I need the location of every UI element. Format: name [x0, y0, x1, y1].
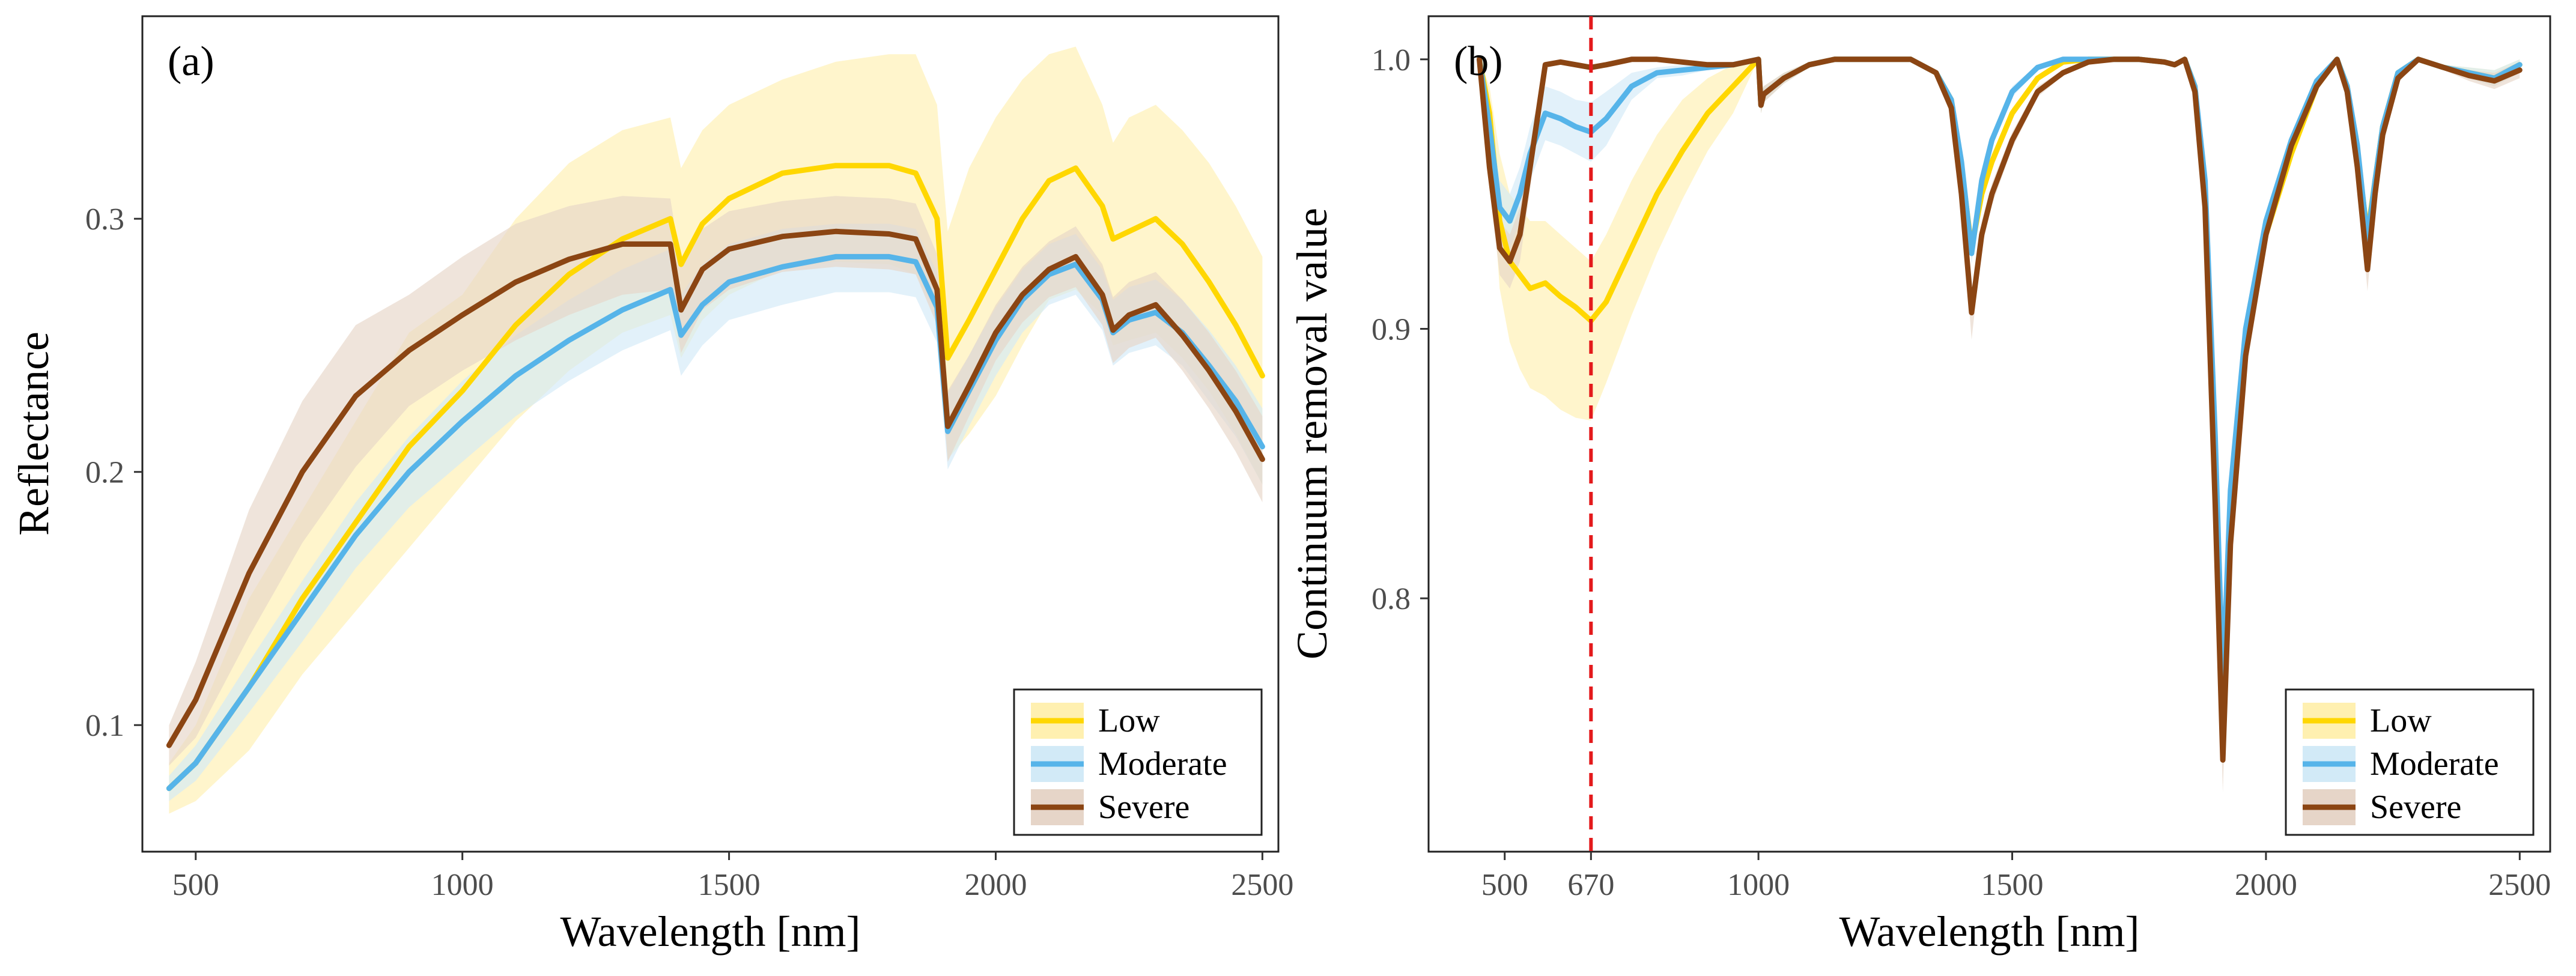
line-low [166, 163, 1265, 792]
y-axis-title: Reflectance [10, 332, 58, 536]
legend-item-severe: Severe [2303, 789, 2461, 826]
line-moderate [166, 253, 1265, 792]
line-severe [166, 228, 1265, 748]
legend-label: Severe [1098, 789, 1189, 826]
legend-item-low: Low [1031, 702, 1160, 739]
x-tick-label: 500 [172, 868, 219, 902]
legend-label: Moderate [1098, 745, 1227, 783]
x-tick-label: 1000 [431, 868, 494, 902]
legend-label: Low [1098, 702, 1160, 739]
legend-item-low: Low [2303, 702, 2432, 739]
line-severe [1477, 56, 2523, 763]
legend-label: Severe [2370, 789, 2461, 826]
panel-label: (a) [168, 38, 214, 85]
y-tick-label: 0.2 [85, 456, 124, 490]
band-low [169, 46, 1263, 814]
plot-area [166, 46, 1265, 814]
y-tick-label: 0.9 [1372, 313, 1411, 347]
panel-a: 500 1000 1500 2000 2500 0.1 0.2 0.3 Wavelength [… [10, 15, 1293, 956]
x-tick-label: 2000 [2235, 868, 2297, 902]
legend-item-moderate: Moderate [2303, 745, 2499, 783]
y-tick-label: 0.1 [85, 709, 124, 743]
legend: Low Moderate Severe [1013, 688, 1263, 836]
legend: Low Moderate Severe [2285, 688, 2535, 836]
legend-item-severe: Severe [1031, 789, 1189, 826]
band-moderate [1479, 59, 2520, 704]
legend-item-moderate: Moderate [1031, 745, 1227, 783]
band-severe [169, 196, 1263, 766]
y-tick-label: 1.0 [1372, 43, 1411, 77]
panel-b: 500 670 1000 1500 2000 2500 0.8 0.9 1.0 Wavelengt… [1288, 15, 2551, 956]
x-tick-label: 2500 [2488, 868, 2551, 902]
x-tick-label: 1500 [698, 868, 761, 902]
y-axis-title: Continuum removal value [1288, 208, 1336, 659]
y-tick-label: 0.3 [85, 202, 124, 237]
x-tick-label: 2500 [1231, 868, 1293, 902]
x-axis-title: Wavelength [nm] [1839, 908, 2139, 956]
plot-area [1477, 56, 2523, 793]
legend-label: Low [2370, 702, 2432, 739]
legend-label: Moderate [2370, 745, 2499, 783]
y-tick-label: 0.8 [1372, 582, 1411, 616]
panel-label: (b) [1454, 38, 1503, 85]
x-tick-label: 500 [1481, 868, 1528, 902]
x-tick-label: 670 [1567, 868, 1614, 902]
x-tick-label: 2000 [964, 868, 1027, 902]
x-tick-label: 1500 [1981, 868, 2044, 902]
x-axis-title: Wavelength [nm] [560, 908, 860, 956]
x-tick-label: 1000 [1727, 868, 1790, 902]
